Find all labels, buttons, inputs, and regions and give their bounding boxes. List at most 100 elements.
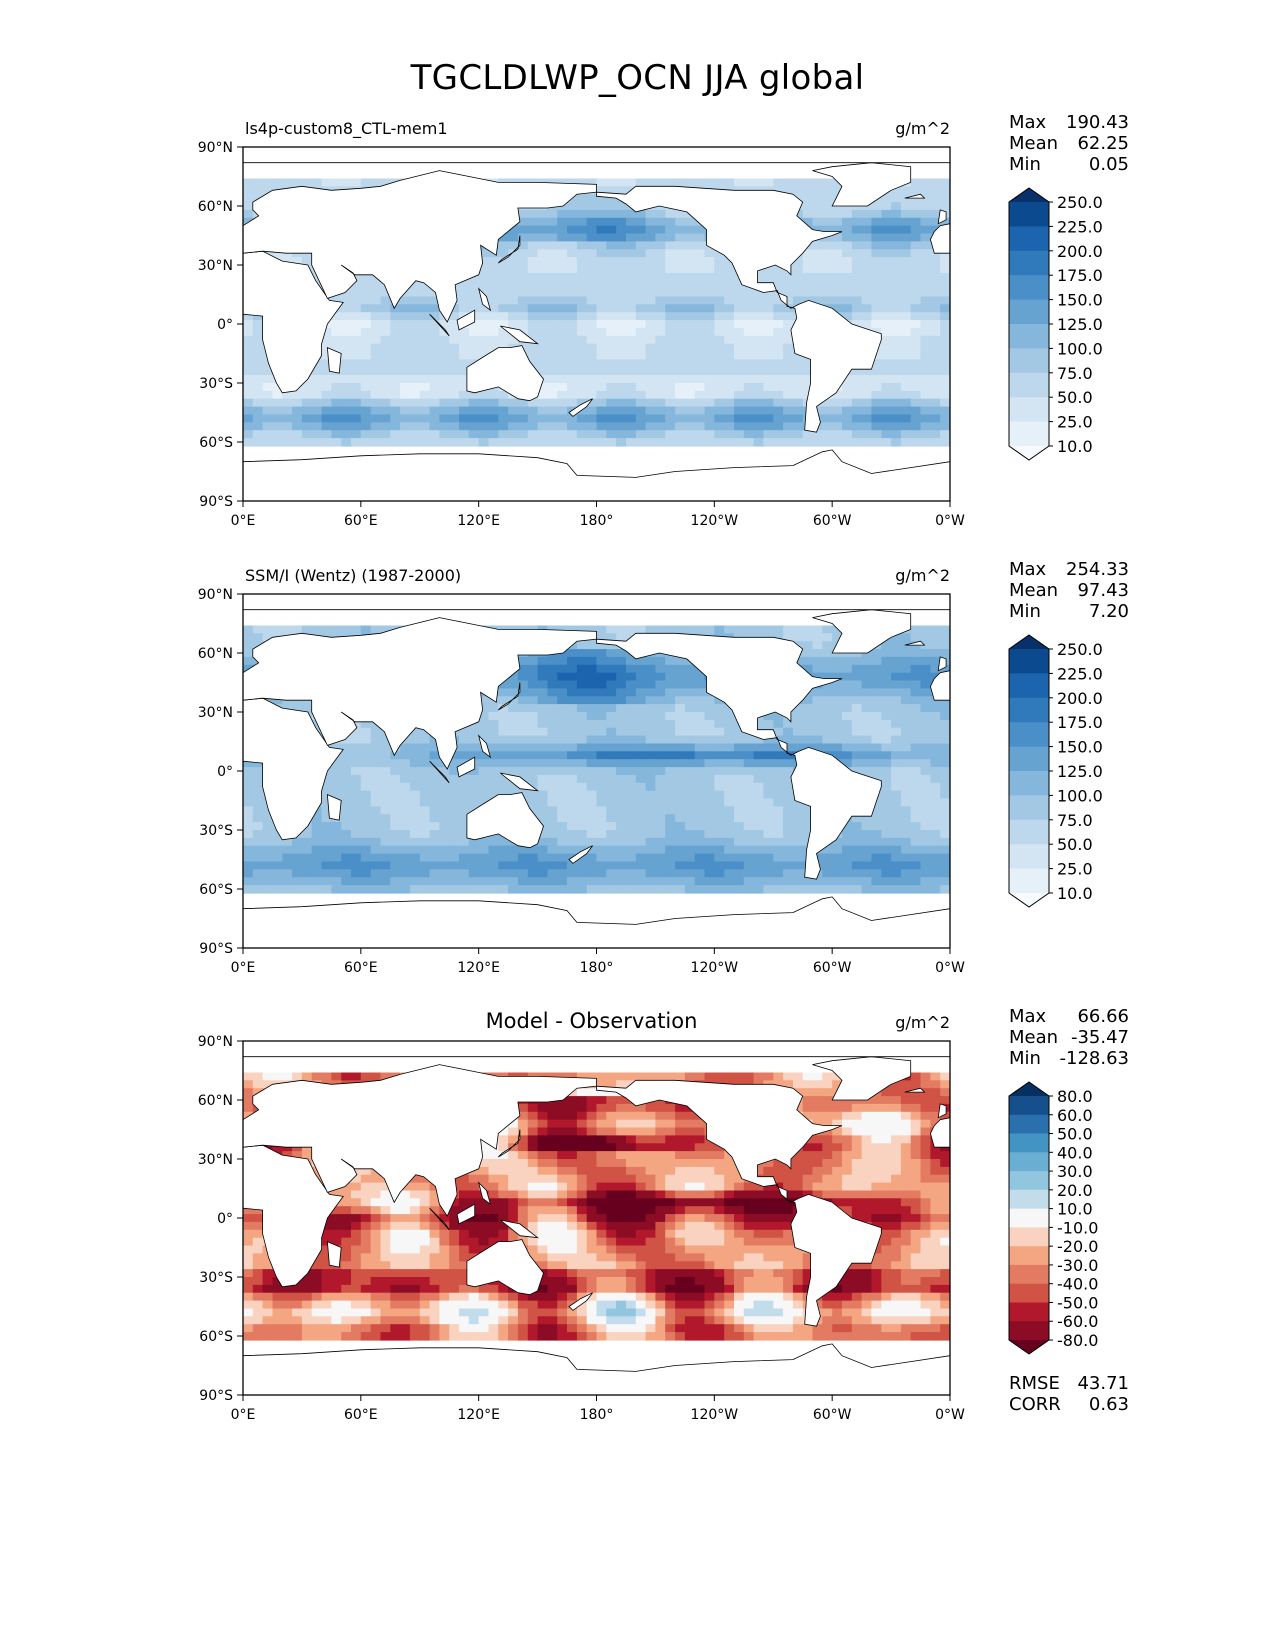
field-cell bbox=[567, 782, 578, 792]
field-cell bbox=[616, 296, 627, 305]
field-cell bbox=[694, 438, 706, 447]
field-cell bbox=[243, 641, 254, 650]
field-cell bbox=[763, 430, 774, 439]
field-cell bbox=[891, 790, 902, 800]
field-cell bbox=[439, 383, 450, 392]
field-cell bbox=[910, 885, 922, 894]
field-cell bbox=[596, 438, 607, 447]
field-cell bbox=[724, 265, 735, 274]
field-cell bbox=[596, 288, 607, 298]
field-cell bbox=[616, 656, 627, 666]
field-cell bbox=[517, 727, 529, 737]
field-cell bbox=[351, 367, 362, 376]
field-cell bbox=[655, 672, 666, 682]
field-cell bbox=[351, 806, 362, 815]
field-cell bbox=[616, 759, 627, 768]
field-cell bbox=[871, 280, 882, 290]
field-cell bbox=[527, 853, 539, 863]
field-cell bbox=[360, 767, 372, 776]
field-cell bbox=[596, 202, 607, 211]
field-cell bbox=[409, 751, 421, 760]
field-cell bbox=[724, 790, 735, 800]
field-cell bbox=[596, 343, 607, 353]
field-cell bbox=[940, 625, 950, 634]
field-cell bbox=[429, 406, 440, 416]
field-cell bbox=[547, 869, 558, 878]
field-cell bbox=[822, 735, 833, 745]
field-cell bbox=[655, 712, 666, 721]
field-cell bbox=[861, 845, 872, 855]
field-cell bbox=[783, 798, 794, 807]
field-cell bbox=[655, 312, 666, 321]
field-cell bbox=[753, 414, 764, 423]
field-cell bbox=[763, 375, 774, 384]
field-cell bbox=[409, 735, 421, 745]
field-cell bbox=[341, 398, 352, 408]
field-cell bbox=[694, 343, 706, 353]
field-cell bbox=[665, 320, 676, 329]
field-cell bbox=[891, 688, 902, 697]
field-cell bbox=[900, 217, 912, 227]
field-cell bbox=[380, 751, 391, 760]
field-cell bbox=[616, 249, 627, 258]
field-cell bbox=[292, 877, 303, 886]
field-cell bbox=[675, 406, 686, 416]
field-cell bbox=[861, 688, 872, 697]
field-cell bbox=[773, 367, 784, 376]
field-cell bbox=[547, 719, 558, 729]
field-cell bbox=[557, 735, 568, 745]
field-cell bbox=[773, 633, 784, 642]
field-cell bbox=[370, 296, 382, 305]
field-cell bbox=[468, 845, 480, 855]
field-cell bbox=[871, 688, 882, 697]
field-cell bbox=[547, 327, 558, 337]
field-cell bbox=[665, 272, 676, 282]
field-cell bbox=[665, 296, 676, 305]
field-cell bbox=[675, 225, 686, 235]
field-cell bbox=[861, 265, 872, 274]
field-cell bbox=[351, 375, 362, 384]
land-outline bbox=[243, 697, 344, 841]
field-cell bbox=[881, 209, 892, 219]
field-cell bbox=[792, 869, 804, 878]
units-label: g/m^2 bbox=[895, 566, 950, 585]
field-cell bbox=[822, 217, 833, 227]
field-cell bbox=[360, 790, 372, 800]
field-cell bbox=[331, 885, 342, 894]
field-cell bbox=[252, 845, 264, 855]
field-cell bbox=[508, 861, 519, 870]
field-cell bbox=[734, 751, 745, 760]
field-cell bbox=[891, 209, 902, 219]
field-cell bbox=[704, 830, 715, 839]
field-cell bbox=[557, 280, 568, 290]
field-cell bbox=[537, 853, 548, 863]
field-cell bbox=[449, 877, 460, 886]
field-cell bbox=[488, 845, 499, 855]
field-cell bbox=[871, 398, 882, 408]
field-cell bbox=[586, 414, 598, 423]
field-cell bbox=[773, 186, 784, 195]
field-cell bbox=[439, 877, 450, 886]
field-cell bbox=[783, 343, 794, 353]
field-cell bbox=[861, 438, 872, 447]
field-cell bbox=[331, 335, 342, 345]
field-cell bbox=[665, 822, 676, 831]
field-cell bbox=[537, 343, 548, 353]
field-cell bbox=[301, 414, 313, 423]
field-cell bbox=[724, 877, 735, 886]
field-cell bbox=[626, 304, 637, 313]
field-cell bbox=[930, 422, 941, 431]
field-cell bbox=[763, 806, 774, 815]
field-cell bbox=[802, 625, 814, 634]
field-cell bbox=[586, 406, 598, 416]
field-cell bbox=[508, 249, 519, 258]
field-cell bbox=[773, 335, 784, 345]
field-cell bbox=[498, 869, 509, 878]
colorbar-label: 10.0 bbox=[1057, 437, 1093, 456]
field-cell bbox=[704, 335, 715, 345]
field-cell bbox=[665, 869, 676, 878]
field-cell bbox=[409, 727, 421, 737]
field-cell bbox=[812, 257, 823, 266]
field-cell bbox=[429, 390, 440, 400]
stat-value: 190.43 bbox=[1066, 112, 1129, 133]
